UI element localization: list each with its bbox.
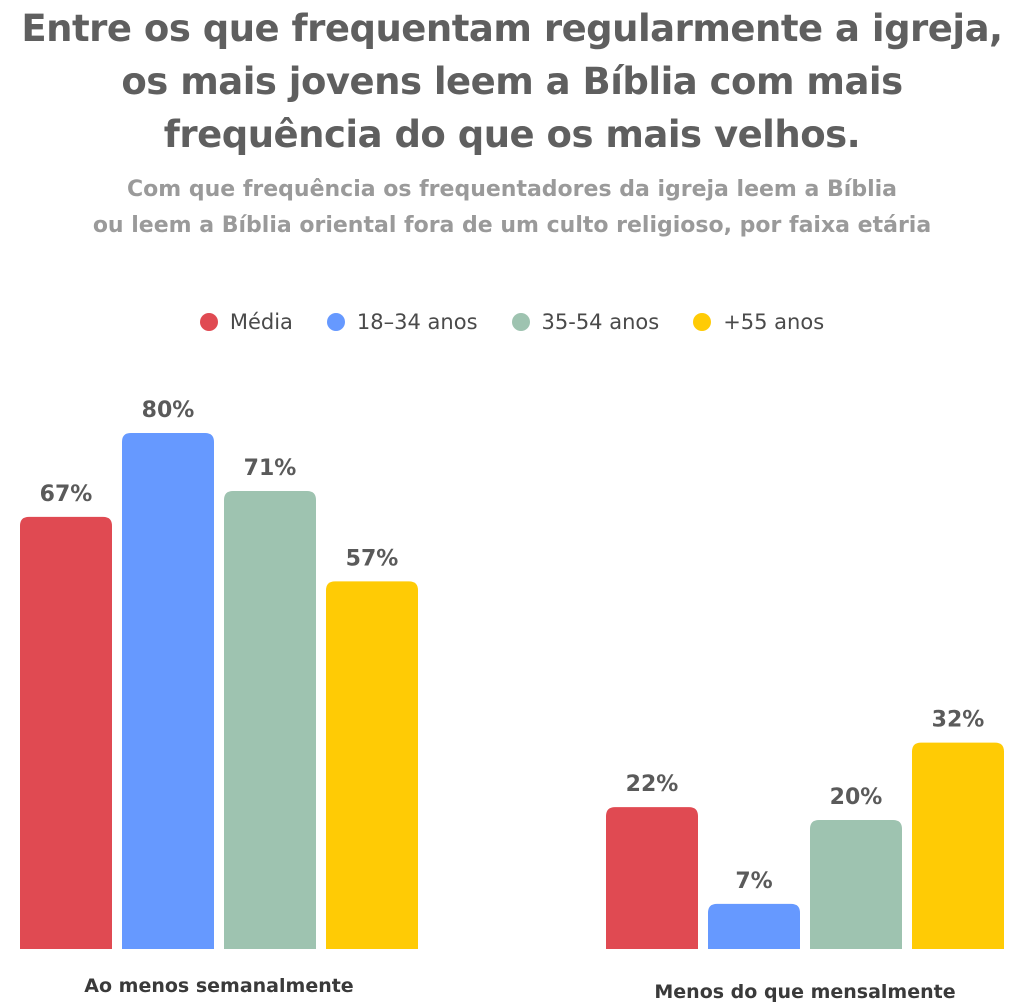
category-label-menos-do-que-mensalmente: Menos do que mensalmente: [654, 981, 955, 1003]
legend-item-55-plus: +55 anos: [693, 310, 824, 334]
legend: Média 18–34 anos 35-54 anos +55 anos: [0, 310, 1024, 334]
data-label-ao-menos-semanalmente-18-34-anos: 80%: [142, 398, 195, 423]
subtitle-line-2: ou leem a Bíblia oriental fora de um cul…: [92, 213, 932, 238]
category-label-ao-menos-semanalmente: Ao menos semanalmente: [84, 975, 353, 997]
title-line-1: Entre os que frequentam regularmente a i…: [21, 7, 1003, 50]
legend-label-35-54: 35-54 anos: [541, 310, 660, 334]
title-line-3: frequência do que os mais velhos.: [163, 113, 861, 156]
data-label-ao-menos-semanalmente-35-54-anos: 71%: [244, 456, 297, 481]
bar-ao-menos-semanalmente-55-anos: [326, 581, 418, 949]
data-label-ao-menos-semanalmente-55-anos: 57%: [346, 546, 399, 571]
bar-menos-do-que-mensalmente-55-anos: [912, 742, 1004, 949]
data-label-ao-menos-semanalmente-m-dia: 67%: [40, 482, 93, 507]
legend-marker-18-34: [326, 313, 345, 331]
bar-menos-do-que-mensalmente-m-dia: [606, 807, 698, 949]
bar-ao-menos-semanalmente-35-54-anos: [224, 491, 316, 949]
legend-item-media: Média: [199, 310, 293, 334]
data-label-menos-do-que-mensalmente-m-dia: 22%: [626, 772, 679, 797]
data-label-menos-do-que-mensalmente-35-54-anos: 20%: [830, 785, 883, 810]
legend-marker-35-54: [511, 313, 530, 331]
bar-ao-menos-semanalmente-18-34-anos: [122, 433, 214, 949]
legend-label-media: Média: [229, 310, 293, 334]
chart-title: Entre os que frequentam regularmente a i…: [0, 2, 1024, 161]
legend-label-55-plus: +55 anos: [723, 310, 825, 334]
bar-menos-do-que-mensalmente-35-54-anos: [810, 820, 902, 949]
chart-subtitle: Com que frequência os frequentadores da …: [0, 172, 1024, 244]
data-label-menos-do-que-mensalmente-18-34-anos: 7%: [735, 869, 772, 894]
subtitle-line-1: Com que frequência os frequentadores da …: [126, 177, 898, 202]
legend-label-18-34: 18–34 anos: [356, 310, 478, 334]
data-label-menos-do-que-mensalmente-55-anos: 32%: [932, 708, 985, 733]
title-line-2: os mais jovens leem a Bíblia com mais: [121, 60, 903, 103]
legend-item-35-54: 35-54 anos: [511, 310, 660, 334]
bar-menos-do-que-mensalmente-18-34-anos: [708, 903, 800, 949]
bar-ao-menos-semanalmente-m-dia: [20, 516, 112, 949]
legend-item-18-34: 18–34 anos: [326, 310, 478, 334]
legend-marker-55-plus: [693, 313, 712, 331]
legend-marker-media: [199, 313, 218, 331]
